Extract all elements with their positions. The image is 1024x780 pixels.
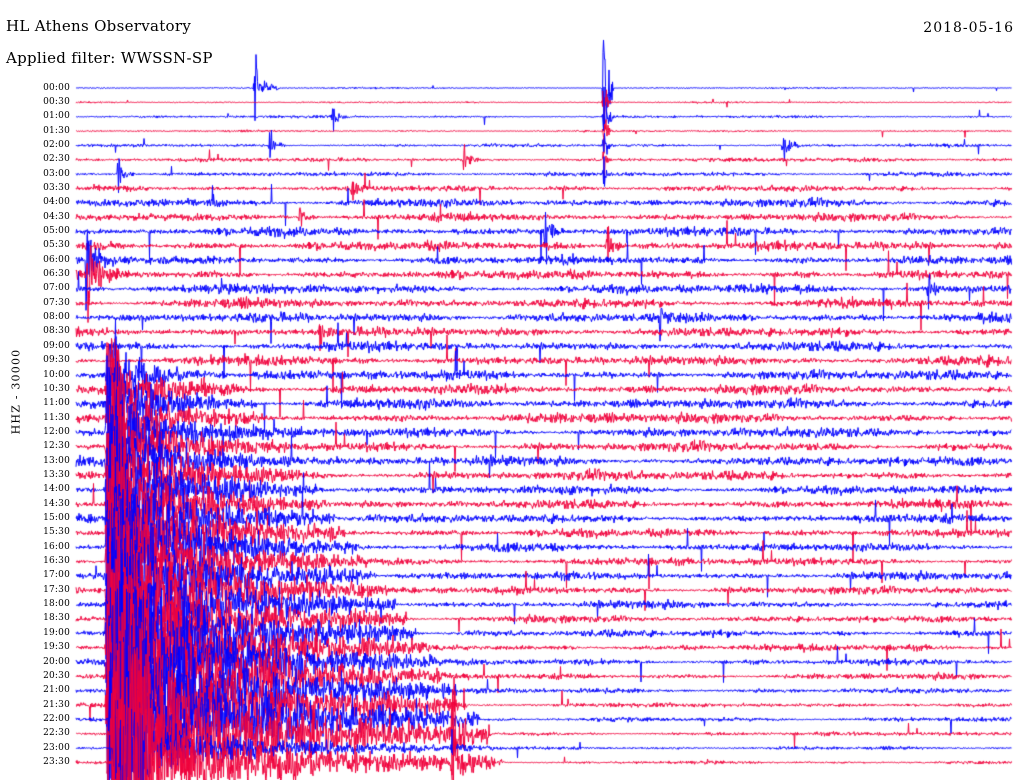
time-tick-label: 18:30	[43, 613, 70, 624]
time-tick-label: 21:30	[43, 699, 70, 710]
time-tick-label: 19:30	[43, 642, 70, 653]
time-tick-label: 22:30	[43, 728, 70, 739]
time-tick-label: 05:00	[43, 226, 70, 236]
time-tick-label: 09:00	[43, 340, 70, 351]
time-tick-label: 06:00	[43, 254, 70, 265]
applied-filter-label: Applied filter: WWSSN-SP	[6, 49, 213, 67]
time-tick-label: 11:30	[43, 412, 70, 423]
time-tick-label: 07:30	[43, 297, 70, 308]
time-tick-label: 02:00	[43, 139, 70, 150]
time-tick-label: 03:00	[43, 168, 70, 179]
time-tick-label: 16:00	[43, 541, 70, 552]
time-tick-label: 04:00	[43, 197, 70, 208]
time-tick-label: 17:00	[43, 570, 70, 581]
time-tick-label: 10:30	[43, 383, 70, 394]
time-tick-label: 03:30	[43, 182, 70, 193]
time-tick-label: 12:00	[43, 426, 70, 437]
time-tick-label: 02:30	[43, 154, 70, 165]
date-label: 2018-05-16	[923, 20, 1014, 36]
time-tick-label: 00:00	[43, 82, 70, 93]
time-tick-label: 16:30	[43, 556, 70, 567]
time-tick-label: 08:30	[43, 326, 70, 337]
time-tick-label: 07:00	[43, 283, 70, 294]
time-tick-label: 13:30	[43, 469, 70, 480]
time-tick-label: 01:30	[43, 125, 70, 136]
time-tick-label: 20:00	[43, 656, 70, 667]
time-tick-label: 17:30	[43, 584, 70, 595]
time-tick-label: 04:30	[43, 211, 70, 222]
time-tick-label: 01:00	[43, 111, 70, 122]
time-tick-label: 06:30	[43, 269, 70, 280]
time-tick-label: 23:30	[43, 756, 70, 767]
time-tick-label: 20:30	[43, 670, 70, 681]
time-tick-label: 23:00	[43, 742, 70, 753]
time-axis: 00:00 00:30 01:00 01:30 02:00 02:30 03:00 03:30…	[0, 0, 76, 780]
page-title: HL Athens Observatory	[6, 17, 192, 35]
time-tick-label: 15:30	[43, 527, 70, 538]
time-tick-label: 05:30	[43, 240, 70, 251]
time-tick-label: 11:00	[43, 398, 70, 409]
time-tick-label: 21:00	[43, 685, 70, 696]
time-tick-label: 14:30	[43, 498, 70, 509]
time-tick-label: 14:00	[43, 484, 70, 495]
time-tick-label: 00:30	[43, 96, 70, 107]
time-tick-label: 09:30	[43, 355, 70, 366]
time-tick-label: 12:30	[43, 441, 70, 452]
time-tick-label: 13:00	[43, 455, 70, 466]
time-tick-label: 10:00	[43, 369, 70, 380]
time-tick-label: 22:00	[43, 713, 70, 724]
time-tick-label: 19:00	[43, 627, 70, 638]
time-tick-label: 15:00	[43, 513, 70, 523]
time-tick-label: 18:00	[43, 599, 70, 610]
time-tick-label: 08:00	[43, 312, 70, 323]
